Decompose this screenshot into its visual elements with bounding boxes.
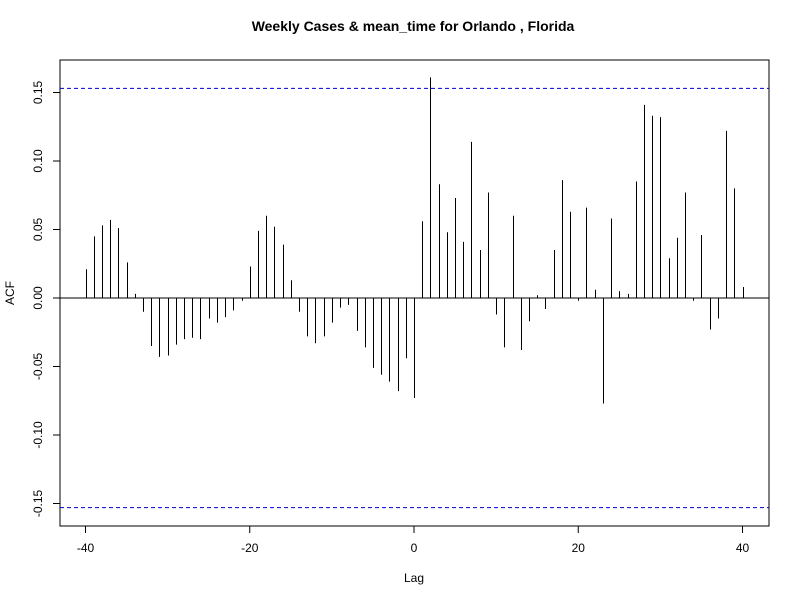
acf-bars xyxy=(86,77,744,404)
y-tick-label: -0.05 xyxy=(31,353,45,381)
y-tick-label: 0.05 xyxy=(31,217,45,241)
x-tick-label: 40 xyxy=(736,541,750,555)
y-tick-label: -0.10 xyxy=(31,421,45,449)
x-axis-label: Lag xyxy=(404,571,424,585)
chart-title: Weekly Cases & mean_time for Orlando , F… xyxy=(252,18,575,34)
y-tick-label: 0.15 xyxy=(31,80,45,104)
x-axis: -40 -20 0 20 40 xyxy=(77,526,750,555)
x-tick-label: 0 xyxy=(411,541,418,555)
plot-frame xyxy=(59,59,770,527)
y-tick-label: -0.15 xyxy=(31,490,45,518)
y-axis-label: ACF xyxy=(3,281,17,305)
y-tick-label: 0.00 xyxy=(31,286,45,310)
y-tick-label: 0.10 xyxy=(31,149,45,173)
y-axis: -0.15 -0.10 -0.05 0.00 0.05 0.10 0.15 xyxy=(31,80,60,517)
x-tick-label: 20 xyxy=(572,541,586,555)
x-tick-label: -40 xyxy=(77,541,95,555)
x-tick-label: -20 xyxy=(241,541,259,555)
